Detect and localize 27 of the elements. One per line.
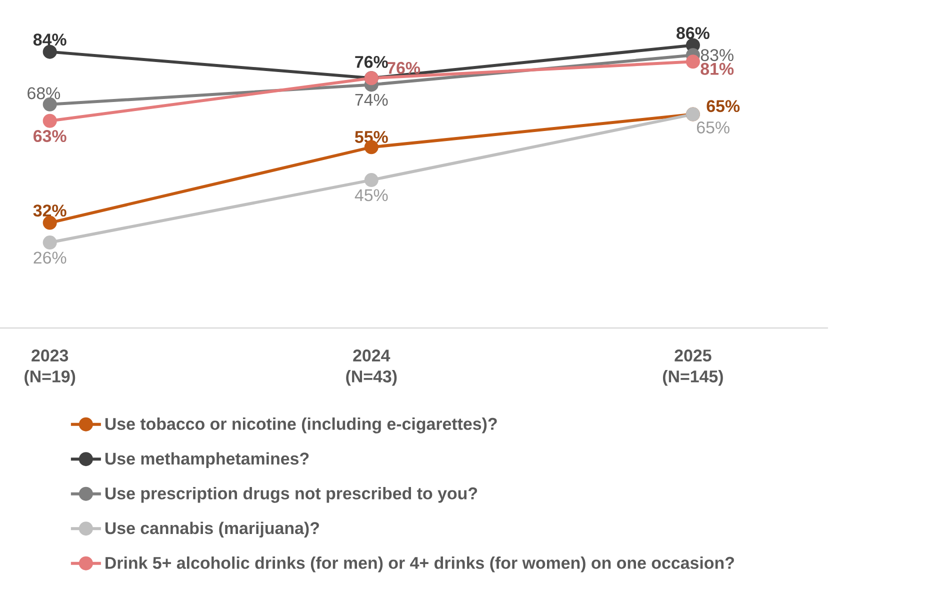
data-label: 63% <box>34 130 66 142</box>
legend-label: Use prescription drugs not prescribed to you? <box>105 486 478 503</box>
data-label: 76% <box>355 56 388 68</box>
legend-label: Use methamphetamines? <box>105 452 309 468</box>
data-label: 74% <box>355 94 388 106</box>
data-label: 84% <box>33 34 66 46</box>
data-label: 65% <box>706 100 740 112</box>
point <box>686 54 700 69</box>
point <box>42 236 57 250</box>
point <box>42 114 57 128</box>
legend-label: Drink 5+ alcoholic drinks (for men) or 4+ drinks (for women) on one occasion? <box>106 556 734 572</box>
x-tick-label: 2023 (N=19) <box>24 350 76 386</box>
data-label: 76% <box>387 62 420 74</box>
data-label: 55% <box>354 131 388 143</box>
data-label: 65% <box>697 121 730 134</box>
data-label: 26% <box>34 252 66 264</box>
data-label: 83% <box>700 49 734 62</box>
data-label: 81% <box>700 62 734 75</box>
data-label: 32% <box>33 204 66 217</box>
data-label: 45% <box>354 189 388 202</box>
x-tick-label: 2024 (N=43) <box>346 350 397 386</box>
point <box>364 173 378 188</box>
legend-label: Use cannabis (marijuana)? <box>105 522 319 538</box>
legend-label: Use tobacco or nicotine (including e-cigarettes)? <box>105 417 497 434</box>
x-tick-label: 2025 (N=145) <box>662 350 723 386</box>
data-label: 68% <box>28 87 60 100</box>
data-label: 86% <box>676 27 710 40</box>
